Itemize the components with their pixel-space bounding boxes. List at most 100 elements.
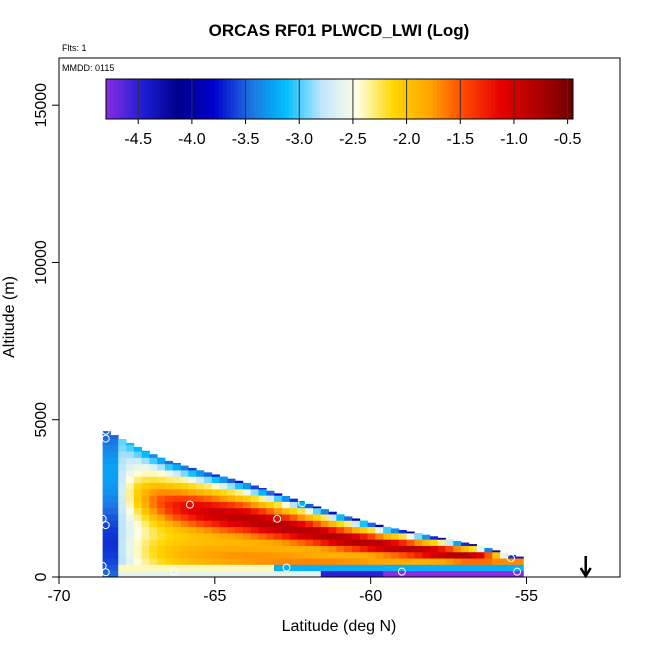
- heatmap-cell: [180, 545, 189, 553]
- colorbar-segment: [179, 79, 185, 119]
- colorbar-segment: [316, 79, 321, 119]
- heatmap-cell: [172, 532, 181, 540]
- colorbar-segment: [343, 79, 348, 119]
- heatmap-cell: [196, 520, 205, 528]
- heatmap-cell: [172, 520, 181, 528]
- heatmap-cell: [258, 526, 267, 534]
- heatmap-cell: [484, 548, 493, 553]
- heatmap-cell: [180, 507, 189, 515]
- heatmap-cell: [507, 570, 516, 578]
- heatmap-cell: [281, 545, 291, 553]
- heatmap-cell: [157, 532, 166, 540]
- heatmap-cell: [102, 501, 111, 509]
- heatmap-cell: [437, 570, 446, 578]
- heatmap-cell: [164, 539, 174, 546]
- heatmap-cell: [219, 482, 228, 490]
- heatmap-cell: [453, 558, 462, 565]
- colorbar-segment: [265, 79, 270, 119]
- heatmap-cell: [289, 539, 298, 546]
- heatmap-cell: [219, 570, 228, 578]
- heatmap-cell: [203, 539, 213, 546]
- heatmap-cell: [320, 545, 329, 553]
- heatmap-cell: [313, 570, 322, 578]
- heatmap-cell: [102, 526, 111, 534]
- colorbar-segment: [222, 79, 228, 119]
- heatmap-cell: [235, 539, 244, 546]
- heatmap-cell: [157, 564, 166, 572]
- heatmap-cell: [406, 564, 415, 572]
- colorbar-tick-label: -1.5: [446, 131, 474, 148]
- heatmap-cell: [141, 551, 150, 559]
- heatmap-cell: [453, 551, 462, 559]
- heatmap-cell: [390, 570, 400, 578]
- heatmap-cell: [219, 539, 228, 546]
- heatmap-cell: [133, 564, 142, 572]
- heatmap-cell: [164, 526, 174, 534]
- heatmap-cell: [235, 551, 244, 559]
- heatmap-cell: [227, 514, 236, 521]
- heatmap-cell: [258, 501, 267, 509]
- colorbar-segment: [300, 79, 305, 119]
- heatmap-cell: [422, 539, 431, 546]
- colorbar-segment: [514, 79, 520, 119]
- heatmap-cell: [359, 551, 368, 559]
- heatmap-cell: [211, 495, 220, 502]
- heatmap-cell: [164, 501, 174, 509]
- chart-title: ORCAS RF01 PLWCD_LWI (Log): [209, 21, 470, 40]
- heatmap-cell: [429, 545, 439, 553]
- heatmap-cell: [305, 526, 314, 534]
- heatmap-cell: [336, 570, 345, 578]
- heatmap-cell: [297, 501, 306, 502]
- colorbar-segment: [335, 79, 340, 119]
- heatmap-cell: [149, 482, 158, 490]
- heatmap-cell: [242, 558, 252, 565]
- colorbar-segment: [203, 79, 208, 119]
- heatmap-cell: [149, 507, 158, 515]
- heatmap-cell: [406, 545, 415, 553]
- heatmap-cell: [429, 536, 439, 540]
- heatmap-cell: [102, 551, 111, 559]
- colorbar-segment: [386, 79, 391, 119]
- colorbar-segment: [491, 79, 496, 119]
- heatmap-cell: [235, 558, 244, 565]
- heatmap-cell: [250, 545, 259, 553]
- colorbar-segment: [374, 79, 379, 119]
- heatmap-cell: [297, 539, 306, 546]
- heatmap-cell: [102, 558, 111, 565]
- heatmap-cell: [305, 539, 314, 546]
- heatmap-cell: [118, 564, 127, 572]
- colorbar-segment: [304, 79, 309, 119]
- heatmap-cell: [328, 551, 337, 559]
- heatmap-cell: [164, 463, 174, 471]
- heatmap-cell: [141, 520, 150, 528]
- heatmap-cell: [126, 526, 135, 534]
- colorbar-segment: [238, 79, 243, 119]
- heatmap-cell: [383, 564, 392, 572]
- heatmap-cell: [484, 551, 493, 559]
- x-tick-label: -55: [515, 588, 538, 605]
- colorbar-segment: [164, 79, 169, 119]
- heatmap-cell: [172, 564, 181, 572]
- colorbar-segment: [109, 79, 115, 119]
- heatmap-cell: [157, 470, 166, 477]
- heatmap-cell: [274, 551, 283, 559]
- heatmap-cell: [219, 564, 228, 572]
- heatmap-cell: [180, 551, 189, 559]
- heatmap-cell: [344, 539, 353, 546]
- colorbar: -4.5 -4.0 -3.5 -3.0 -2.5 -2.0 -1.5 -1.0 -0.5: [105, 78, 582, 148]
- flight-point: [185, 500, 194, 509]
- heatmap-cell: [313, 539, 322, 546]
- heatmap-cell: [242, 570, 252, 578]
- heatmap-cell: [468, 570, 478, 578]
- heatmap-cell: [383, 551, 392, 559]
- heatmap-cell: [297, 551, 306, 559]
- heatmap-cell: [126, 570, 135, 578]
- colorbar-segment: [460, 79, 465, 119]
- colorbar-segment: [440, 79, 446, 119]
- heatmap-cell: [422, 534, 431, 540]
- heatmap-cell: [320, 520, 329, 528]
- heatmap-cell: [164, 532, 174, 540]
- colorbar-segment: [211, 79, 216, 119]
- heatmap-cell: [344, 520, 353, 528]
- heatmap-cell: [320, 570, 329, 578]
